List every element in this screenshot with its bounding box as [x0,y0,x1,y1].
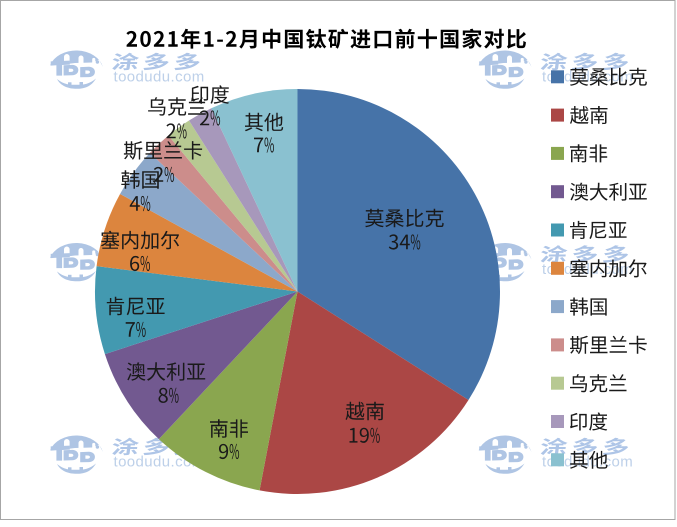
svg-text:toodudu.com: toodudu.com [114,69,205,86]
svg-text:toodudu.com: toodudu.com [542,69,633,86]
svg-text:toodudu.com: toodudu.com [542,454,633,471]
svg-text:toodudu.com: toodudu.com [114,454,205,471]
